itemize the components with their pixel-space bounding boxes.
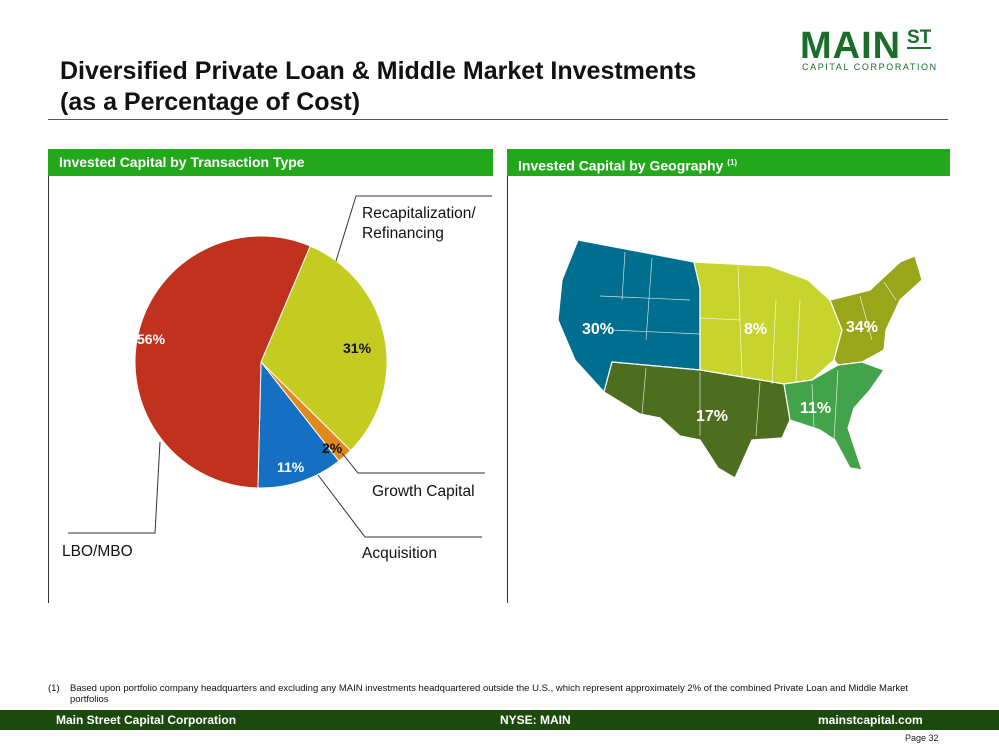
geography-header-label: Invested Capital by Geography <box>518 157 724 174</box>
lbo-percent-label: 56% <box>137 331 166 347</box>
title-line-2: (as a Percentage of Cost) <box>60 88 361 116</box>
growth-callout-line <box>341 452 485 474</box>
logo-main-text: MAIN <box>800 25 902 67</box>
state-lines <box>599 251 897 441</box>
midwest-percent-label: 8% <box>744 321 767 338</box>
growth-percent-label: 2% <box>322 440 343 456</box>
footer-bar: Main Street Capital Corporation NYSE: MA… <box>0 710 999 730</box>
pie-slice-recapitalization-refinancing <box>260 245 388 452</box>
footnote-text: Based upon portfolio company headquarter… <box>70 683 909 705</box>
recap-callout-line <box>335 195 492 262</box>
recap-callout-label-1: Recapitalization/ <box>362 205 476 222</box>
southeast-region <box>783 361 885 471</box>
acquisition-callout-label: Acquisition <box>362 545 437 562</box>
lbo-callout-line <box>68 441 161 534</box>
southwest-region <box>603 361 791 479</box>
company-logo: MAIN ST CAPITAL CORPORATION <box>800 26 940 76</box>
right-panel-border <box>507 176 508 603</box>
pie-slice-lbo-mbo <box>134 235 311 489</box>
geography-header: Invested Capital by Geography (1) <box>507 149 950 176</box>
footer-ticker: NYSE: MAIN <box>500 713 571 727</box>
footer-company: Main Street Capital Corporation <box>56 713 237 727</box>
recap-callout-label-2: Refinancing <box>362 225 444 242</box>
logo-subtitle: CAPITAL CORPORATION <box>802 62 938 72</box>
pie-slice-acquisition <box>257 360 340 489</box>
title-line-1: Diversified Private Loan & Middle Market… <box>60 57 697 85</box>
footnote-number: (1) <box>48 683 60 694</box>
acquisition-percent-label: 11% <box>277 459 305 475</box>
lbo-callout-label: LBO/MBO <box>62 543 133 560</box>
geography-footnote-ref: (1) <box>727 158 738 167</box>
acquisition-callout-line <box>317 474 482 538</box>
transaction-type-header: Invested Capital by Transaction Type <box>48 149 493 176</box>
northeast-region <box>829 255 923 366</box>
title-divider <box>48 119 948 120</box>
west-percent-label: 30% <box>582 321 614 338</box>
recap-percent-label: 31% <box>343 340 372 356</box>
logo-st-text: ST <box>907 27 932 49</box>
left-panel-border <box>48 176 49 603</box>
transaction-type-header-label: Invested Capital by Transaction Type <box>59 154 305 170</box>
footnote: (1) Based upon portfolio company headqua… <box>48 683 948 705</box>
northeast-percent-label: 34% <box>846 319 878 336</box>
growth-callout-label: Growth Capital <box>372 483 475 500</box>
footer-website[interactable]: mainstcapital.com <box>818 713 923 727</box>
page-title: Diversified Private Loan & Middle Market… <box>60 56 800 118</box>
midwest-region <box>693 261 843 385</box>
southwest-percent-label: 17% <box>696 408 728 425</box>
page-number: Page 32 <box>905 733 939 743</box>
southeast-percent-label: 11% <box>800 400 831 417</box>
